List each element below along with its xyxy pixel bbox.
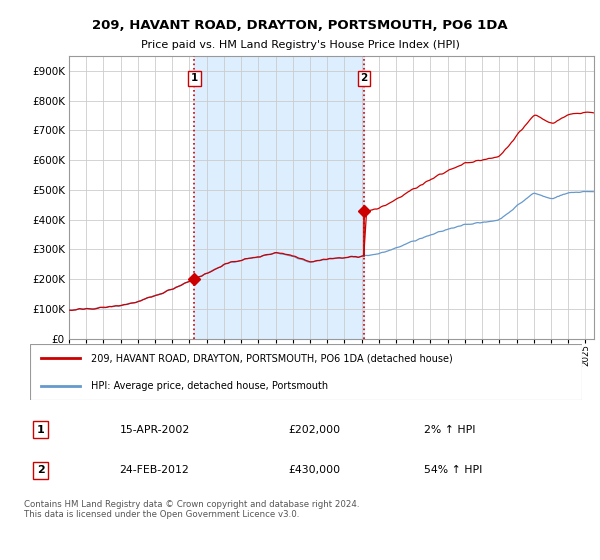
Text: 15-APR-2002: 15-APR-2002	[119, 424, 190, 435]
Text: 1: 1	[191, 73, 198, 83]
FancyBboxPatch shape	[30, 344, 582, 400]
Text: 24-FEB-2012: 24-FEB-2012	[119, 465, 189, 475]
Text: 2: 2	[361, 73, 368, 83]
Text: HPI: Average price, detached house, Portsmouth: HPI: Average price, detached house, Port…	[91, 381, 328, 391]
Bar	[194, 56, 364, 339]
Text: 1: 1	[37, 424, 44, 435]
Text: Contains HM Land Registry data © Crown copyright and database right 2024.
This d: Contains HM Land Registry data © Crown c…	[23, 500, 359, 519]
Text: 209, HAVANT ROAD, DRAYTON, PORTSMOUTH, PO6 1DA (detached house): 209, HAVANT ROAD, DRAYTON, PORTSMOUTH, P…	[91, 353, 452, 363]
Text: £202,000: £202,000	[289, 424, 341, 435]
Text: 209, HAVANT ROAD, DRAYTON, PORTSMOUTH, PO6 1DA: 209, HAVANT ROAD, DRAYTON, PORTSMOUTH, P…	[92, 18, 508, 32]
Text: 2: 2	[37, 465, 44, 475]
Text: 54% ↑ HPI: 54% ↑ HPI	[424, 465, 482, 475]
Text: 2% ↑ HPI: 2% ↑ HPI	[424, 424, 476, 435]
Text: Price paid vs. HM Land Registry's House Price Index (HPI): Price paid vs. HM Land Registry's House …	[140, 40, 460, 50]
Text: £430,000: £430,000	[289, 465, 341, 475]
